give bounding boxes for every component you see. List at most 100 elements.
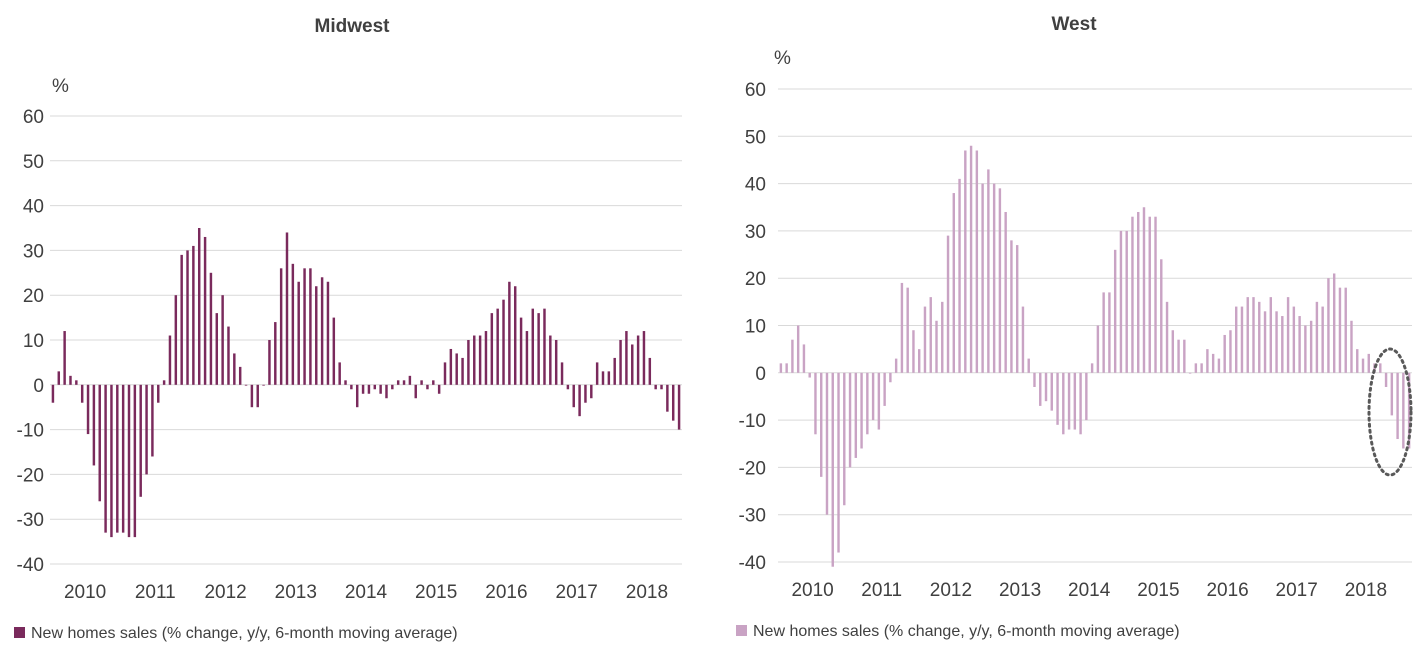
west-bar [1062, 372, 1065, 435]
west-bar [975, 150, 979, 373]
west-bar [1338, 287, 1342, 373]
midwest-bar [414, 384, 417, 399]
west-bar [1165, 301, 1169, 373]
west-bar [1033, 372, 1036, 387]
midwest-bar [69, 375, 72, 385]
west-bar [1217, 358, 1221, 373]
midwest-bar [566, 384, 570, 390]
midwest-bar [560, 362, 564, 385]
midwest-bar [437, 384, 441, 394]
midwest-bar [537, 313, 540, 385]
west-bar [779, 363, 783, 373]
midwest-bar [443, 362, 447, 385]
west-bar [1292, 306, 1296, 373]
west-chart-title: West [1051, 14, 1097, 35]
west-bar [1131, 216, 1134, 373]
west-bar [1315, 301, 1319, 373]
west-bar [912, 330, 915, 373]
west-bar [1010, 240, 1013, 373]
west-bar [1194, 363, 1198, 373]
west-bar [1327, 278, 1330, 373]
west-bar [1390, 372, 1394, 416]
midwest-bar [660, 384, 663, 390]
midwest-bar [391, 384, 394, 390]
west-bar [1407, 372, 1411, 449]
west-bar [1102, 292, 1105, 373]
midwest-bar [513, 286, 517, 385]
midwest-bar [326, 281, 330, 385]
west-x-tick-labels: 2010 2011 2012 2013 2014 2015 2016 2017 2018 [791, 580, 1387, 601]
midwest-bar [86, 384, 90, 435]
west-bar [1281, 316, 1284, 373]
west-bar [1021, 306, 1025, 373]
midwest-bar [344, 380, 347, 385]
midwest-bar [455, 353, 458, 385]
midwest-bar [279, 268, 283, 385]
midwest-bar [80, 384, 84, 403]
west-bar [1039, 372, 1042, 406]
west-bar [1090, 363, 1094, 373]
west-y-tick-label: 0 [755, 364, 766, 385]
midwest-bar [174, 295, 178, 385]
west-bar [1384, 372, 1388, 387]
midwest-bar [209, 272, 213, 385]
west-bar [1258, 301, 1261, 373]
west-bar [866, 372, 869, 435]
west-y-tick-label: -30 [739, 506, 766, 527]
west-y-tick-label: 10 [745, 317, 766, 338]
west-bar [802, 344, 806, 373]
west-bar [825, 372, 829, 515]
midwest-bar [578, 384, 581, 417]
midwest-bar [227, 326, 230, 385]
midwest-bar [221, 295, 224, 385]
midwest-y-tick-labels: 60 50 40 30 20 10 0 -10 -20 -30 -40 [17, 107, 44, 576]
west-bar [900, 282, 904, 373]
midwest-x-tick-label: 2015 [415, 582, 457, 603]
west-y-tick-label: -10 [739, 411, 766, 432]
midwest-bar [350, 384, 353, 390]
west-bar [1206, 349, 1209, 373]
midwest-bar [496, 308, 499, 385]
west-bar [1183, 339, 1186, 373]
west-bar [1044, 372, 1048, 402]
west-highlight-ellipse [1367, 347, 1413, 477]
west-bar [1137, 211, 1140, 373]
west-bar [871, 372, 875, 421]
west-bar [1050, 372, 1053, 411]
west-bar [1321, 306, 1324, 373]
midwest-bar [502, 299, 505, 385]
west-bar [998, 188, 1002, 373]
west-bar [992, 183, 996, 373]
midwest-bar [432, 380, 435, 385]
midwest-bar [186, 250, 189, 385]
midwest-bar [256, 384, 259, 408]
midwest-bar [654, 384, 657, 390]
west-bar [1171, 330, 1175, 373]
west-bar [1200, 363, 1203, 373]
west-bar [785, 363, 788, 373]
west-bar [1402, 372, 1405, 449]
west-bar [791, 339, 794, 373]
west-bar [837, 372, 840, 553]
midwest-bar [426, 384, 429, 390]
midwest-y-tick-label: 20 [23, 286, 44, 307]
midwest-bar [162, 380, 166, 385]
west-legend-label: New homes sales (% change, y/y, 6-month … [753, 623, 1180, 640]
midwest-bar [467, 340, 470, 385]
west-y-tick-label: 50 [745, 127, 766, 148]
west-bar [894, 358, 898, 373]
midwest-y-tick-label: 0 [33, 376, 44, 397]
midwest-bar [677, 384, 681, 430]
west-y-tick-label: 30 [745, 222, 766, 243]
west-bar [941, 301, 944, 373]
midwest-x-tick-label: 2014 [345, 582, 388, 603]
midwest-x-tick-label: 2010 [64, 582, 106, 603]
west-x-tick-label: 2017 [1276, 580, 1318, 601]
west-bar [1286, 297, 1290, 373]
midwest-bar [145, 384, 148, 475]
midwest-y-tick-label: 30 [23, 241, 44, 262]
west-bar [843, 372, 846, 506]
west-legend-swatch [736, 625, 747, 636]
midwest-bar [379, 384, 382, 394]
